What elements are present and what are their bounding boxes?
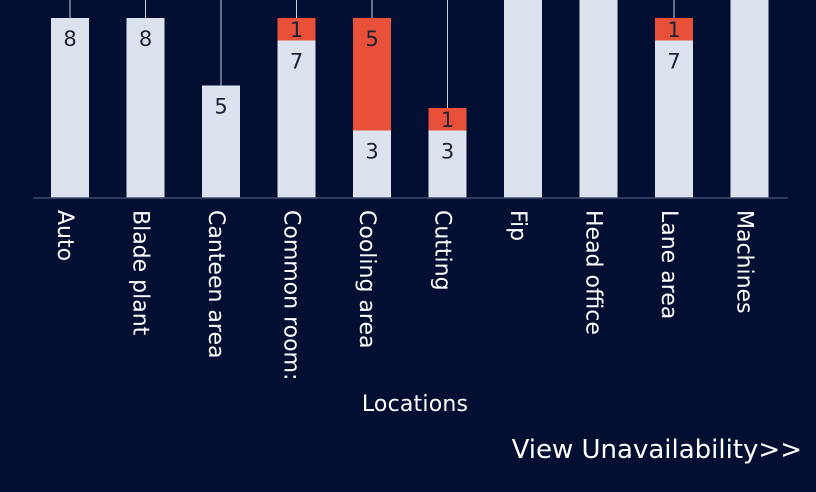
x-tick-label: Fip [505,210,530,241]
x-tick-label: Cutting [430,210,455,291]
x-tick-label: Head office [581,210,606,335]
bar-value-label: 8 [63,27,76,51]
bar-segment-available[interactable] [504,0,542,198]
bar-segment-available[interactable] [655,40,693,199]
bar-segment-available[interactable] [277,40,316,199]
x-tick-label: Canteen area [203,210,228,358]
bar-segment-available[interactable] [579,0,618,198]
bar-value-label: 1 [441,108,454,132]
bar-value-label: 1 [667,18,680,42]
x-tick-label: Blade plant [128,210,153,336]
chart-bars: 8 8 5 7 1 3 5 3 1 7 1 [51,0,769,198]
x-tick-label: Common room: [279,210,304,380]
bar-value-label: 7 [667,50,680,74]
bar-segment-available[interactable] [730,0,769,198]
bar-segment-available[interactable] [202,85,240,199]
bar-value-label: 5 [214,95,227,119]
bar-segment-available[interactable] [126,18,165,198]
bar-value-label: 8 [139,27,152,51]
bar-value-label: 5 [365,27,378,51]
bar-value-label: 3 [365,140,378,164]
bar-segment-available[interactable] [51,18,89,198]
x-axis-tick-labels: Auto Blade plant Canteen area Common room: C… [52,210,757,380]
x-tick-label: Auto [52,210,77,261]
bar-segment-unavailable[interactable] [428,108,467,131]
bar-segment-unavailable[interactable] [353,18,391,131]
bar-value-label: 3 [441,140,454,164]
x-tick-label: Lane area [656,210,681,319]
x-tick-label: Machines [732,210,757,314]
bar-segment-available[interactable] [428,130,467,199]
x-tick-label: Cooling area [354,210,379,348]
bar-value-label: 7 [290,50,303,74]
bar-segment-unavailable[interactable] [277,18,316,41]
view-unavailability-link[interactable]: View Unavailability>> [511,435,802,465]
bar-segment-unavailable[interactable] [655,18,693,41]
bar-value-label: 1 [290,18,303,42]
x-axis-title: Locations [361,392,469,417]
bar-segment-available[interactable] [353,130,391,199]
